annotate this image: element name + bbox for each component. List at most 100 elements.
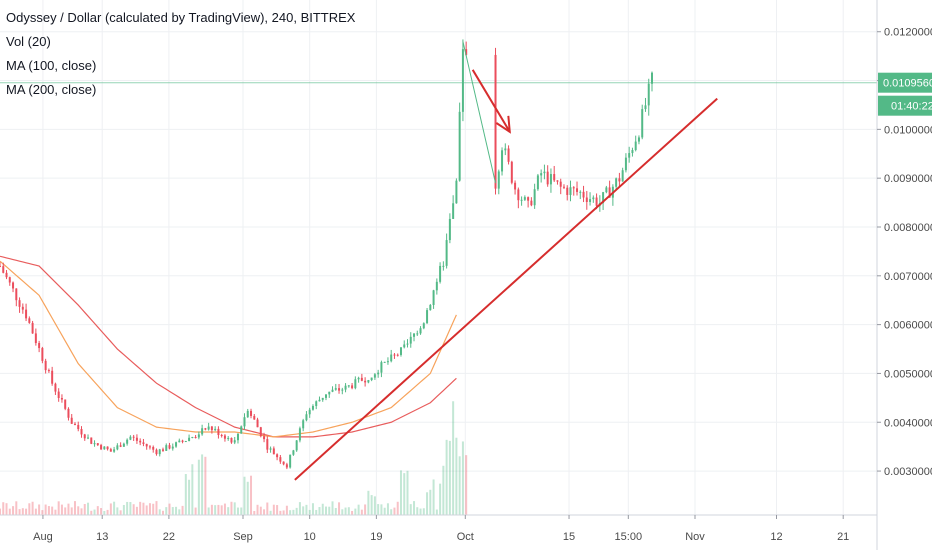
candle-body — [135, 437, 138, 441]
volume-bar — [373, 496, 376, 515]
candle-body — [191, 436, 194, 438]
volume-bar — [129, 502, 132, 515]
volume-bar — [227, 507, 230, 515]
candle-body — [504, 148, 507, 151]
candle-body — [429, 304, 432, 311]
volume-bar — [399, 470, 402, 515]
candle-body — [644, 105, 647, 110]
price-axis-ticks[interactable]: 0.012000000.011000000.010000000.00900000… — [877, 27, 932, 478]
candle-body — [279, 457, 282, 462]
arrow-shaft — [471, 69, 511, 133]
y-tick-label: 0.00700000 — [884, 271, 932, 283]
volume-bar — [210, 504, 213, 515]
x-tick-label: 13 — [96, 531, 108, 543]
candle-body — [250, 410, 253, 416]
candle-body — [113, 449, 116, 452]
volume-bar — [413, 501, 416, 515]
volume-bar — [93, 509, 96, 515]
volume-bar — [458, 456, 461, 515]
volume-bar — [184, 474, 187, 515]
volume-bar — [191, 464, 194, 515]
candle-body — [93, 443, 96, 445]
volume-bar — [386, 503, 389, 515]
candle-body — [325, 394, 327, 398]
candle-body — [321, 397, 324, 400]
candle-body — [334, 388, 337, 390]
candle-body — [585, 197, 588, 202]
volume-bar — [197, 459, 200, 515]
candle-body — [318, 399, 321, 402]
candle-body — [357, 377, 360, 380]
volume-bar — [155, 501, 158, 515]
volume-bar — [135, 506, 138, 515]
candle-body — [576, 188, 579, 192]
candle-body — [341, 389, 344, 391]
volume-bar — [272, 504, 275, 515]
volume-bar — [0, 508, 1, 515]
candle-body — [413, 333, 416, 337]
candle-body — [507, 148, 510, 162]
candle-body — [12, 282, 15, 289]
legend-vol[interactable]: Vol (20) — [6, 34, 51, 49]
legend-ma100[interactable]: MA (100, close) — [6, 58, 97, 73]
candle-body — [553, 174, 556, 181]
volume-bar — [409, 504, 412, 515]
candle-body — [285, 464, 288, 468]
symbol-title[interactable]: Odyssey / Dollar (calculated by TradingV… — [6, 10, 356, 25]
candle-body — [18, 300, 21, 307]
volume-bar — [292, 509, 295, 515]
volume-bar — [38, 504, 41, 515]
volume-bar — [331, 501, 334, 515]
time-axis-ticks[interactable]: Aug 13 22 Sep 10 19 Oct 15 15:00 Nov 12 21 — [33, 515, 849, 543]
candle-body — [148, 446, 151, 448]
candle-body — [119, 445, 122, 447]
candle-body — [77, 424, 80, 430]
y-tick-label: 0.00600000 — [884, 320, 932, 332]
candle-body — [543, 171, 546, 174]
volume-bar — [354, 508, 357, 515]
volume-bar — [357, 504, 360, 515]
candle-body — [171, 446, 174, 449]
candle-body — [220, 435, 223, 437]
candle-body — [25, 309, 28, 319]
trend-line — [294, 97, 718, 481]
volume-bar — [276, 505, 279, 515]
volume-bar — [435, 509, 438, 515]
candle-body — [383, 361, 386, 363]
volume-bar — [328, 506, 331, 515]
candle-body — [435, 281, 438, 291]
candle-body — [41, 348, 44, 361]
candle-body — [631, 150, 634, 154]
volume-bar — [204, 456, 207, 515]
volume-bar — [289, 510, 292, 515]
candle-body — [162, 449, 164, 451]
candle-body — [347, 385, 350, 387]
x-tick-label: Nov — [685, 531, 705, 543]
candle-body — [517, 189, 520, 201]
candle-body — [263, 436, 266, 440]
volume-bar — [139, 501, 142, 515]
candle-body — [217, 428, 220, 436]
candle-body — [210, 426, 213, 431]
volume-bar — [419, 508, 422, 515]
candle-body — [399, 347, 402, 355]
volume-bar — [54, 509, 57, 515]
candle-body — [445, 240, 448, 266]
volume-bar — [442, 465, 445, 515]
candle-body — [448, 218, 451, 241]
volume-bar — [44, 504, 47, 515]
volume-bar — [233, 502, 236, 515]
candle-body — [426, 310, 429, 324]
legend-ma200[interactable]: MA (200, close) — [6, 82, 97, 97]
volume-bar — [426, 492, 429, 515]
candle-body — [106, 446, 109, 450]
volume-bar — [266, 502, 269, 515]
volume-bar — [113, 501, 116, 515]
volume-bar — [34, 508, 37, 515]
candle-body — [60, 397, 63, 400]
volume-bar — [390, 509, 393, 515]
candle-body — [569, 187, 572, 195]
candle-body — [651, 72, 653, 84]
candle-body — [442, 265, 445, 267]
